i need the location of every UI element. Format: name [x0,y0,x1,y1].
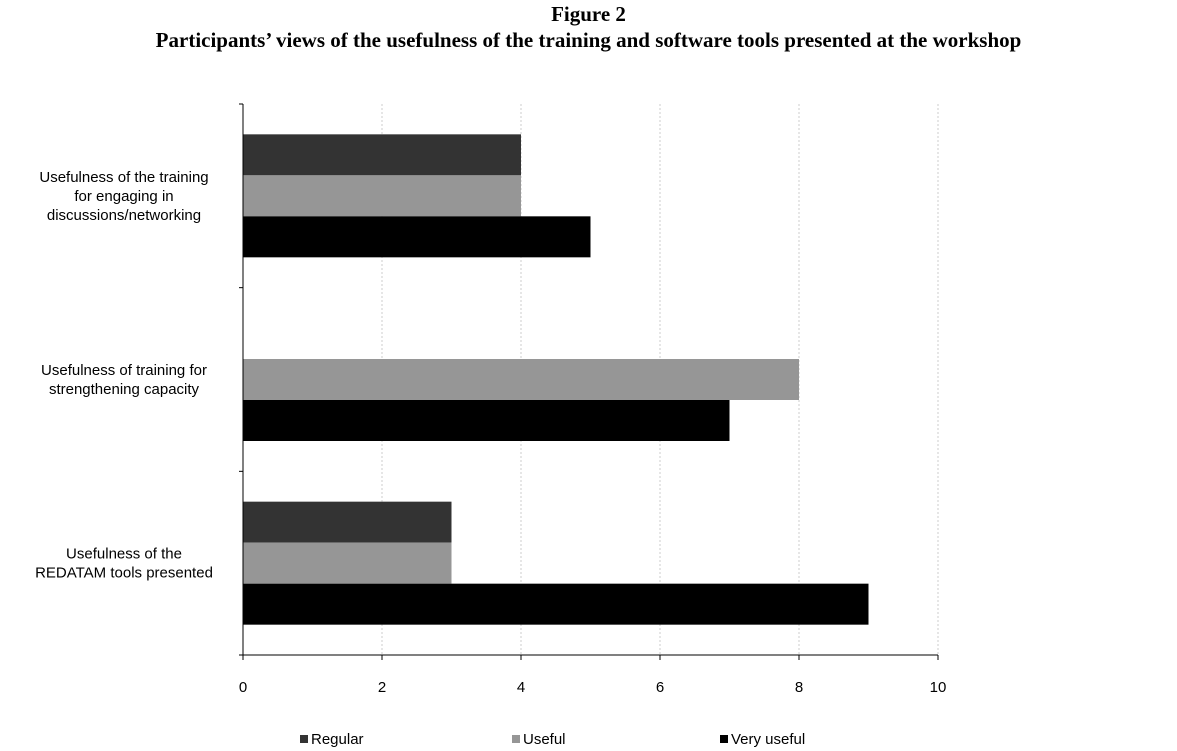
x-tick-label-2: 2 [378,679,386,696]
bar-useful-cat1 [243,175,521,217]
legend-swatch-useful [512,735,520,743]
bar-regular-cat1 [243,134,521,176]
bar-useful-cat2 [243,359,799,400]
x-tick-label-4: 4 [517,679,525,696]
bar-useful-cat3 [243,542,452,584]
figure-number: Figure 2 [551,2,626,26]
legend-label-regular: Regular [311,731,364,748]
x-tick-label-6: 6 [656,679,664,696]
bar-regular-cat3 [243,501,452,543]
figure-caption: Participants’ views of the usefulness of… [155,28,1022,52]
category-label-3: Usefulness of the REDATAM tools presented [35,546,213,582]
legend-label-very-useful: Very useful [731,731,805,748]
legend-swatch-regular [300,735,308,743]
bar-very-useful-cat2 [243,400,730,441]
x-tick-label-0: 0 [239,679,247,696]
legend-swatch-very-useful [720,735,728,743]
bar-very-useful-cat1 [243,216,591,258]
legend-label-useful: Useful [523,731,566,748]
category-label-1: Usefulness of the training for engaging i… [39,169,208,224]
category-label-2: Usefulness of training for strengthening … [41,362,207,398]
bar-very-useful-cat3 [243,583,869,625]
x-tick-label-10: 10 [930,679,947,696]
x-tick-label-8: 8 [795,679,803,696]
